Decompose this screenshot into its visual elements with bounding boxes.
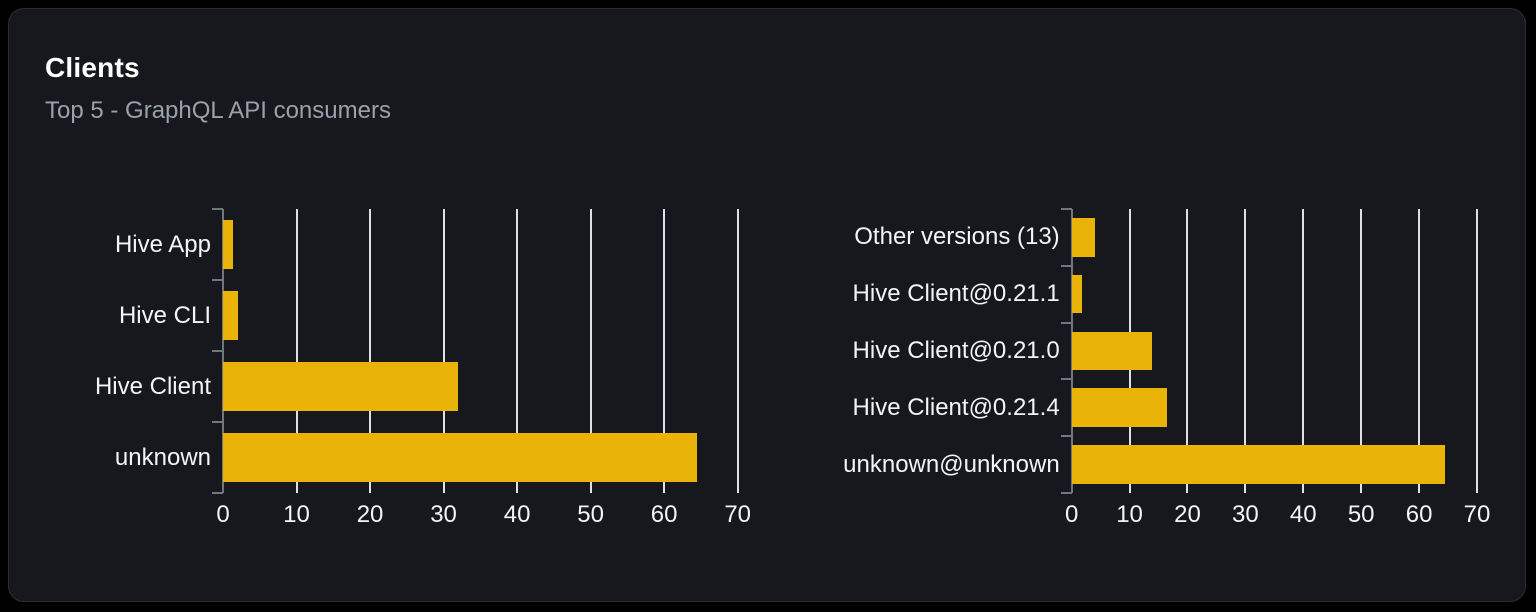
scale	[1071, 209, 1478, 493]
gridline	[369, 209, 372, 493]
bar	[1071, 388, 1167, 428]
x-axis-label: 0	[216, 501, 230, 528]
gridline	[1418, 209, 1421, 493]
gridline	[1186, 209, 1189, 493]
axis-tick	[1060, 264, 1072, 267]
category-axis: Hive App Hive CLI Hive Client unknown	[69, 209, 223, 493]
bar	[223, 362, 459, 411]
card-header: Clients Top 5 - GraphQL API consumers	[9, 9, 1525, 125]
category-label: Other versions (13)	[854, 223, 1060, 251]
x-axis-label: 20	[356, 501, 384, 528]
clients-by-version-chart: Other versions (13) Hive Client@0.21.1 Hiv…	[843, 208, 1490, 533]
bar	[1071, 331, 1152, 371]
axis-tick	[212, 350, 223, 352]
plot-area	[212, 208, 746, 494]
x-axis-label: 70	[724, 501, 752, 528]
gridline	[1476, 209, 1478, 493]
gridline	[295, 209, 298, 493]
category-band	[1071, 209, 1477, 266]
bar	[223, 291, 238, 340]
axis-tick	[212, 492, 223, 494]
charts-row: Hive App Hive CLI Hive Client unknown 0 10 20 3…	[69, 208, 1490, 533]
x-axis-label: 60	[650, 501, 678, 528]
card-subtitle: Top 5 - GraphQL API consumers	[45, 97, 391, 124]
gridline	[663, 209, 666, 493]
category-band	[1071, 266, 1477, 323]
category-band	[223, 209, 738, 280]
scale	[223, 209, 739, 493]
card-title: Clients	[45, 52, 140, 83]
bar	[1071, 445, 1446, 484]
gridline	[442, 209, 445, 493]
x-axis-label: 40	[503, 501, 531, 528]
plot-area	[1060, 208, 1485, 494]
category-label: Hive Client@0.21.0	[852, 336, 1060, 364]
x-axis-label: 60	[1405, 501, 1433, 528]
category-band	[1071, 323, 1477, 380]
category-band	[223, 422, 738, 493]
axis-tick	[212, 208, 223, 210]
x-axis-label: 50	[1347, 501, 1375, 528]
category-label: Hive CLI	[118, 301, 211, 329]
category-label: Hive Client	[94, 372, 211, 400]
axis-tick	[1060, 378, 1072, 381]
bar	[223, 433, 698, 482]
category-label: Hive Client@0.21.1	[852, 280, 1060, 308]
bar	[223, 220, 233, 269]
x-axis-label: 50	[577, 501, 604, 528]
clients-by-name-chart: Hive App Hive CLI Hive Client unknown 0 10 20 3…	[69, 208, 751, 533]
gridline	[1244, 209, 1247, 493]
x-axis-labels: 0 10 20 30 40 50 60 70	[216, 501, 751, 533]
axis-tick	[212, 421, 223, 423]
category-band	[1071, 436, 1477, 493]
gridline	[1360, 209, 1363, 493]
category-label: unknown@unknown	[843, 450, 1060, 478]
axis-tick	[1060, 321, 1072, 324]
bar	[1071, 218, 1095, 257]
axis-tick	[1060, 492, 1072, 494]
gridline	[736, 209, 739, 493]
bar	[1071, 274, 1083, 314]
y-axis-line	[222, 209, 224, 493]
axis-tick	[212, 279, 223, 281]
category-label: unknown	[114, 443, 211, 471]
x-axis-label: 10	[283, 501, 310, 528]
x-axis-label: 30	[1232, 501, 1259, 528]
gridline	[516, 209, 519, 493]
x-axis-label: 70	[1463, 501, 1491, 528]
category-band	[223, 280, 738, 351]
gridline	[1302, 209, 1305, 493]
gridline	[589, 209, 592, 493]
category-axis: Other versions (13) Hive Client@0.21.1 Hiv…	[843, 209, 1072, 493]
category-label: Hive Client@0.21.4	[852, 393, 1060, 421]
x-axis-label: 20	[1174, 501, 1201, 528]
bars-layer	[1071, 209, 1477, 493]
x-axis-label: 0	[1064, 501, 1079, 528]
category-band	[1071, 379, 1477, 436]
x-axis-label: 10	[1116, 501, 1143, 528]
category-band	[223, 351, 738, 422]
axis-tick	[1060, 208, 1072, 210]
x-axis-label: 40	[1289, 501, 1317, 528]
bars-layer	[223, 209, 738, 493]
clients-card: Clients Top 5 - GraphQL API consumers Hi…	[8, 8, 1526, 602]
plot: 0 10 20 30 40 50 60 70	[1060, 208, 1490, 533]
x-axis-label: 30	[430, 501, 457, 528]
axis-tick	[1060, 435, 1072, 438]
x-axis-labels: 0 10 20 30 40 50 60 70	[1065, 501, 1490, 533]
category-label: Hive App	[114, 230, 211, 258]
plot: 0 10 20 30 40 50 60 70	[212, 208, 751, 533]
